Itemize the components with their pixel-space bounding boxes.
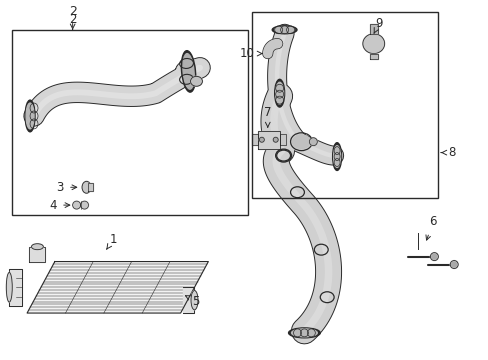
- Ellipse shape: [275, 82, 283, 104]
- Ellipse shape: [26, 103, 34, 129]
- Polygon shape: [87, 183, 93, 191]
- Text: 10: 10: [240, 47, 262, 60]
- Text: 7: 7: [264, 107, 271, 127]
- Polygon shape: [369, 24, 377, 34]
- Circle shape: [73, 201, 81, 209]
- Text: 2: 2: [69, 5, 77, 27]
- Ellipse shape: [333, 146, 340, 167]
- Text: 4: 4: [49, 199, 70, 212]
- Text: 8: 8: [440, 146, 454, 159]
- Circle shape: [449, 261, 457, 269]
- Bar: [12, 30, 247, 215]
- Ellipse shape: [183, 54, 194, 89]
- Polygon shape: [251, 134, 257, 145]
- Polygon shape: [29, 247, 45, 262]
- Ellipse shape: [274, 27, 294, 33]
- Circle shape: [429, 253, 437, 261]
- Polygon shape: [182, 287, 194, 313]
- Circle shape: [259, 137, 264, 142]
- Text: 3: 3: [56, 181, 77, 194]
- Ellipse shape: [181, 51, 195, 92]
- Ellipse shape: [6, 273, 12, 302]
- Circle shape: [431, 254, 436, 259]
- Circle shape: [273, 137, 278, 142]
- Polygon shape: [9, 269, 22, 306]
- Text: 5: 5: [185, 295, 200, 308]
- Ellipse shape: [191, 291, 198, 310]
- Text: 1: 1: [106, 233, 117, 249]
- Ellipse shape: [288, 328, 320, 338]
- Ellipse shape: [292, 135, 310, 149]
- Text: 2: 2: [69, 13, 76, 29]
- Ellipse shape: [25, 100, 35, 132]
- Polygon shape: [27, 262, 208, 313]
- Polygon shape: [257, 131, 279, 149]
- Circle shape: [309, 138, 317, 146]
- Ellipse shape: [291, 329, 317, 337]
- Ellipse shape: [31, 244, 43, 250]
- Circle shape: [81, 201, 88, 209]
- Ellipse shape: [362, 34, 384, 54]
- Ellipse shape: [82, 181, 91, 193]
- Polygon shape: [369, 54, 377, 59]
- Polygon shape: [279, 134, 285, 145]
- Ellipse shape: [190, 76, 202, 86]
- Ellipse shape: [272, 26, 296, 34]
- Bar: [251, 12, 437, 198]
- Ellipse shape: [332, 143, 341, 170]
- Text: 9: 9: [373, 17, 382, 33]
- Circle shape: [451, 262, 456, 267]
- Text: 6: 6: [425, 215, 436, 240]
- Ellipse shape: [274, 79, 284, 107]
